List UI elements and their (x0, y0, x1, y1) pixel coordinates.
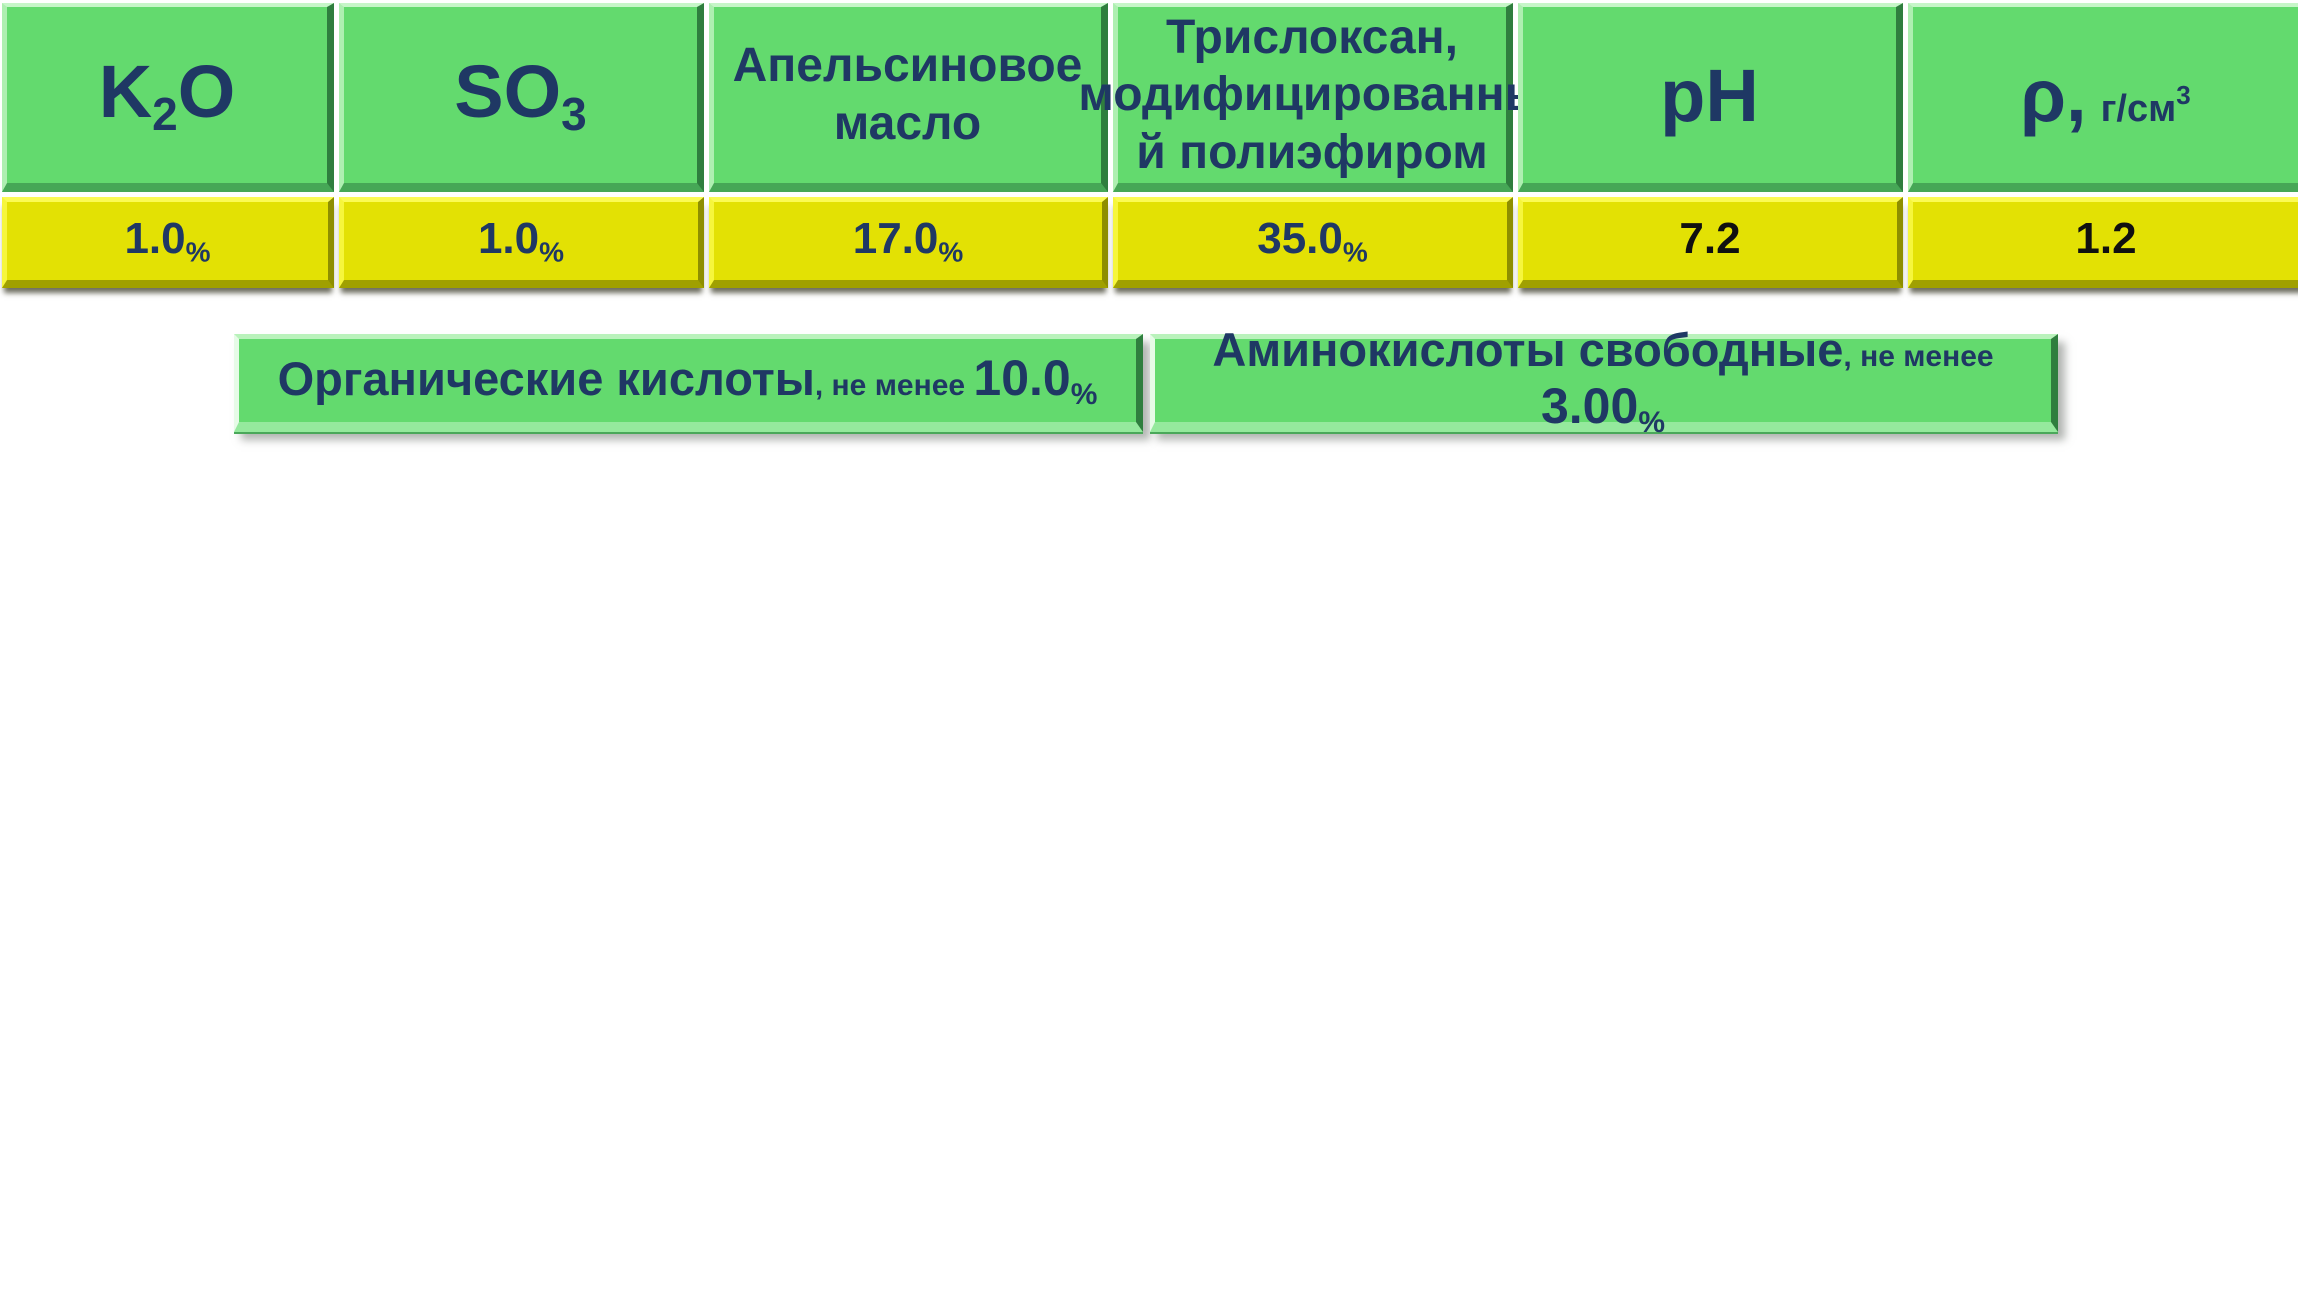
value-cell-trisiloxane: 35.0% (1113, 197, 1513, 288)
value-so3: 1.0% (477, 213, 565, 268)
density-unit: г/см (2100, 87, 2177, 130)
value-cell-density: 1.2 (1908, 197, 2298, 288)
formula-main: SO (454, 50, 562, 134)
percent-suffix: % (1070, 378, 1098, 411)
value-ph: 7.2 (1679, 213, 1741, 263)
percent-suffix: % (1342, 236, 1368, 268)
header-label-so3: SO3 (454, 49, 587, 141)
density-symbol: ρ, (2020, 53, 2087, 137)
composition-table: K2O SO3 Апельсиновое масло Трислоксан, м… (2, 3, 2298, 288)
header-label-density: ρ, г/см3 (2020, 53, 2190, 138)
value-trisiloxane: 35.0% (1257, 213, 1368, 268)
formula-subscript: 2 (152, 87, 178, 140)
pill-free-amino-acids: Аминокислоты свободные, не менее 3.00% (1150, 323, 2058, 439)
value-orange-oil: 17.0% (852, 213, 964, 268)
header-cell-k2o: K2O (2, 3, 334, 192)
header-label-orange-oil: Апельсиновое масло (732, 39, 1083, 150)
header-label-ph: pH (1660, 53, 1759, 137)
header-cell-ph: pH (1518, 3, 1903, 192)
percent-suffix: % (539, 236, 565, 268)
pill-value: 10.0 (973, 350, 1071, 406)
formula-subscript: 3 (561, 87, 587, 140)
pill-organic-acids: Органические кислоты, не менее 10.0% (234, 334, 1143, 432)
percent-suffix: % (938, 236, 964, 268)
header-cell-orange-oil: Апельсиновое масло (709, 3, 1108, 192)
density-unit-superscript: 3 (2176, 79, 2191, 110)
pill-label: Органические кислоты (277, 352, 815, 405)
header-cell-density: ρ, г/см3 (1908, 3, 2298, 192)
value-cell-orange-oil: 17.0% (709, 197, 1108, 288)
value-cell-so3: 1.0% (339, 197, 704, 288)
percent-suffix: % (185, 236, 211, 268)
formula-tail: O (177, 50, 236, 134)
pill-label: Аминокислоты свободные (1212, 322, 1844, 376)
value-k2o: 1.0% (124, 213, 211, 268)
header-label-k2o: K2O (99, 49, 236, 141)
value-density: 1.2 (2075, 213, 2137, 263)
pill-qualifier: , не менее (814, 369, 974, 402)
pill-organic-acids-text: Органические кислоты, не менее 10.0% (278, 349, 1098, 412)
header-cell-trisiloxane: Трислоксан, модифицированны й полиэфиром (1078, 3, 1546, 192)
header-label-trisiloxane: Трислоксан, модифицированны й полиэфиром (1078, 10, 1546, 179)
pill-qualifier: , не менее (1843, 339, 1994, 373)
value-cell-ph: 7.2 (1518, 197, 1903, 288)
value-cell-k2o: 1.0% (2, 197, 334, 288)
pill-value: 3.00 (1540, 377, 1639, 434)
header-cell-so3: SO3 (339, 3, 704, 192)
percent-suffix: % (1638, 405, 1665, 439)
pill-free-amino-acids-text: Аминокислоты свободные, не менее 3.00% (1155, 322, 2051, 440)
formula-main: K (98, 50, 153, 134)
